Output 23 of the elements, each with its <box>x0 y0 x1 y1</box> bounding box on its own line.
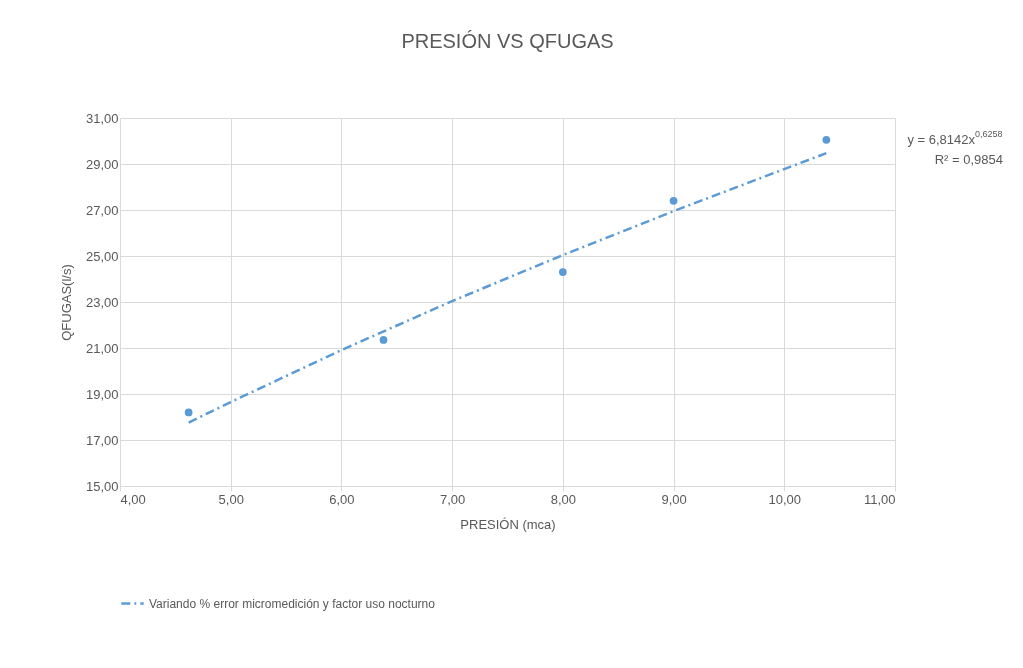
x-tick-label: 10,00 <box>768 491 802 507</box>
y-tick-label: 23,00 <box>85 294 119 310</box>
chart-title: PRESIÓN VS QFUGAS <box>401 30 614 52</box>
y-tick-label: 17,00 <box>85 432 119 448</box>
text: R² = 0,9854 <box>934 152 1003 167</box>
y-tick-label: 27,00 <box>85 202 119 218</box>
x-tick-label: 5,00 <box>218 491 244 507</box>
y-tick-label: 31,00 <box>85 110 119 126</box>
x-axis-title: PRESIÓN (mca) <box>460 516 556 532</box>
y-axis-title: QFUGAS(l/s) <box>58 264 74 341</box>
x-tick-label: 8,00 <box>550 491 577 507</box>
x-tick-label: 9,00 <box>661 491 687 507</box>
y-tick-label: 21,00 <box>85 340 119 356</box>
x-tick-label: 7,00 <box>439 491 466 507</box>
x-tick-label: 4,00 <box>120 491 146 507</box>
y-tick-label: 15,00 <box>85 478 119 494</box>
legend-label: Variando % error micromedición y factor uso nocturno <box>149 596 436 611</box>
x-tick-label: 6,00 <box>329 491 355 507</box>
x-tick-label: 11,00 <box>863 491 896 507</box>
y-tick-label: 19,00 <box>85 386 119 402</box>
line-series <box>187 151 828 424</box>
y-tick-label: 29,00 <box>85 156 119 172</box>
y-tick-label: 25,00 <box>85 248 119 264</box>
